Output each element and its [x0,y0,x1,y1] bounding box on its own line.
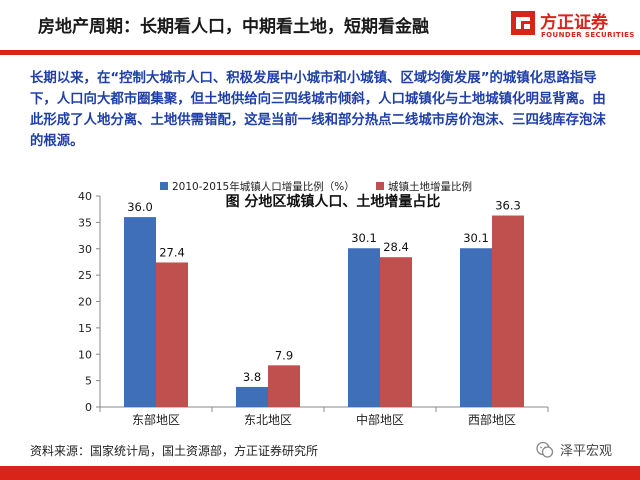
chart-title: 图 分地区城镇人口、土地增量占比 [226,193,441,210]
y-tick-label: 20 [78,296,92,309]
bar-west-land [492,215,524,407]
wechat-icon [536,441,554,458]
value-label-west-population: 30.1 [463,231,489,245]
bar-northeast-land [268,365,300,407]
summary-paragraph: 长期以来，在“控制大城市人口、积极发展中小城市和小城镇、区域均衡发展”的城镇化思… [30,71,606,149]
y-tick-label: 35 [78,216,92,229]
bar-east-population [124,217,156,407]
bar-chart: 2010-2015年城镇人口增量比例（%） 城镇土地增量比例 图 分地区城镇人口… [78,180,552,427]
watermark-text: 泽平宏观 [560,444,613,459]
logo-text-cn: 方正证券 [540,13,608,33]
y-tick-label: 10 [78,348,92,361]
legend-swatch-population [160,182,168,190]
value-label-northeast-population: 3.8 [243,370,261,384]
footer-bar [0,466,640,480]
value-label-east-population: 36.0 [127,200,153,214]
bar-northeast-population [236,386,268,407]
bar-central-population [348,248,380,407]
founder-logo-icon [511,11,535,35]
x-category-northeast: 东北地区 [244,413,292,427]
y-tick-label: 40 [78,190,92,203]
value-label-northeast-land: 7.9 [275,348,293,362]
bar-west-population [460,248,492,407]
logo-text-en: FOUNDER SECURITIES [541,31,635,39]
x-category-west: 西部地区 [468,412,516,427]
value-label-east-land: 27.4 [159,245,185,259]
legend-label-land: 城镇土地增量比例 [388,180,472,193]
y-tick-label: 5 [85,375,92,388]
value-label-central-population: 30.1 [351,231,377,245]
header-divider [0,50,640,55]
source-note: 资料来源：国家统计局，国土资源部，方正证券研究所 [30,444,319,458]
value-label-west-land: 36.3 [495,199,521,213]
bar-central-land [380,257,412,407]
bar-east-land [156,262,188,407]
x-category-central: 中部地区 [356,412,404,427]
y-tick-label: 30 [78,243,92,256]
y-tick-label: 0 [85,401,92,414]
value-label-central-land: 28.4 [383,240,409,254]
x-category-east: 东部地区 [132,412,180,427]
legend-swatch-land [376,182,384,190]
y-tick-label: 15 [78,322,92,335]
y-tick-label: 25 [78,269,92,282]
founder-securities-logo: 方正证券 FOUNDER SECURITIES [510,8,634,48]
page-title: 房地产周期：长期看人口，中期看土地，短期看金融 [38,17,429,37]
legend-label-population: 2010-2015年城镇人口增量比例（%） [172,180,355,193]
header: 房地产周期：长期看人口，中期看土地，短期看金融 方正证券 FOUNDER SEC… [0,0,640,58]
